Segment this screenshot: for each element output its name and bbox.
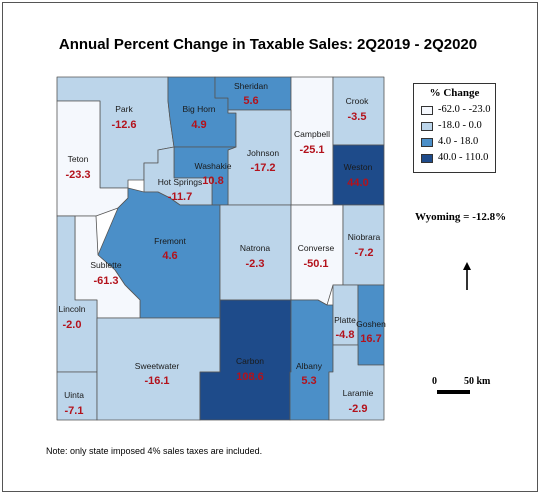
county-name-weston: Weston <box>344 162 373 172</box>
county-name-albany: Albany <box>296 361 323 371</box>
legend-label: 4.0 - 18.0 <box>438 136 479 147</box>
county-value-weston: 44.0 <box>347 177 368 189</box>
county-value-park: -12.6 <box>111 119 136 131</box>
county-name-sweetwater: Sweetwater <box>135 361 180 371</box>
county-value-washakie: 10.8 <box>202 175 223 187</box>
county-name-natrona: Natrona <box>240 243 271 253</box>
legend-label: -62.0 - -23.0 <box>438 104 491 115</box>
county-value-fremont: 4.6 <box>162 250 177 262</box>
legend-swatch <box>421 106 433 115</box>
county-name-campbell: Campbell <box>294 129 330 139</box>
county-name-uinta: Uinta <box>64 390 84 400</box>
county-albany <box>289 299 334 421</box>
county-value-converse: -50.1 <box>303 258 328 270</box>
county-name-converse: Converse <box>298 243 335 253</box>
scale-bar-line <box>437 390 470 394</box>
county-value-big-horn: 4.9 <box>191 119 206 131</box>
county-value-carbon: 108.6 <box>236 371 264 383</box>
county-name-sublette: Sublette <box>90 260 121 270</box>
county-weston <box>332 144 385 206</box>
legend-label: -18.0 - 0.0 <box>438 120 482 131</box>
statewide-change: Wyoming = -12.8% <box>415 211 507 223</box>
county-value-johnson: -17.2 <box>250 162 275 174</box>
county-value-platte: -4.8 <box>336 329 355 341</box>
county-name-fremont: Fremont <box>154 236 186 246</box>
county-value-teton: -23.3 <box>65 169 90 181</box>
county-name-big-horn: Big Horn <box>182 104 215 114</box>
county-value-campbell: -25.1 <box>299 144 324 156</box>
county-name-teton: Teton <box>68 154 89 164</box>
county-name-hot-springs: Hot Springs <box>158 177 202 187</box>
county-campbell <box>290 76 334 206</box>
county-value-laramie: -2.9 <box>349 403 368 415</box>
scale-end: 50 km <box>464 376 491 387</box>
north-arrow-icon <box>463 262 471 290</box>
scale-bar: 0 50 km <box>432 376 502 400</box>
map-title: Annual Percent Change in Taxable Sales: … <box>58 36 478 53</box>
footnote: Note: only state imposed 4% sales taxes … <box>46 446 263 456</box>
county-value-albany: 5.3 <box>301 375 316 387</box>
county-value-sweetwater: -16.1 <box>144 375 169 387</box>
county-value-hot-springs: -11.7 <box>168 191 192 203</box>
county-name-carbon: Carbon <box>236 356 264 366</box>
county-name-crook: Crook <box>346 96 369 106</box>
county-value-uinta: -7.1 <box>65 405 84 417</box>
scale-start: 0 <box>432 376 437 387</box>
county-laramie <box>328 344 385 421</box>
county-name-niobrara: Niobrara <box>348 232 381 242</box>
county-value-lincoln: -2.0 <box>63 319 82 331</box>
county-value-niobrara: -7.2 <box>355 247 374 259</box>
legend-swatch <box>421 154 433 163</box>
county-name-johnson: Johnson <box>247 148 279 158</box>
county-name-park: Park <box>115 104 133 114</box>
legend-title: % Change <box>429 87 480 99</box>
map-legend: % Change -62.0 - -23.0 -18.0 - 0.0 4.0 -… <box>413 83 496 173</box>
county-name-platte: Platte <box>334 315 356 325</box>
county-value-crook: -3.5 <box>348 111 367 123</box>
legend-label: 40.0 - 110.0 <box>438 152 489 163</box>
county-value-natrona: -2.3 <box>246 258 265 270</box>
county-name-washakie: Washakie <box>194 161 231 171</box>
county-name-goshen: Goshen <box>356 319 386 329</box>
county-niobrara <box>342 204 385 286</box>
legend-swatch <box>421 122 433 131</box>
county-value-goshen: 16.7 <box>360 333 381 345</box>
county-value-sheridan: 5.6 <box>243 95 258 107</box>
county-value-sublette: -61.3 <box>93 275 118 287</box>
county-name-sheridan: Sheridan <box>234 81 268 91</box>
legend-swatch <box>421 138 433 147</box>
county-name-lincoln: Lincoln <box>59 304 86 314</box>
county-name-laramie: Laramie <box>343 388 374 398</box>
